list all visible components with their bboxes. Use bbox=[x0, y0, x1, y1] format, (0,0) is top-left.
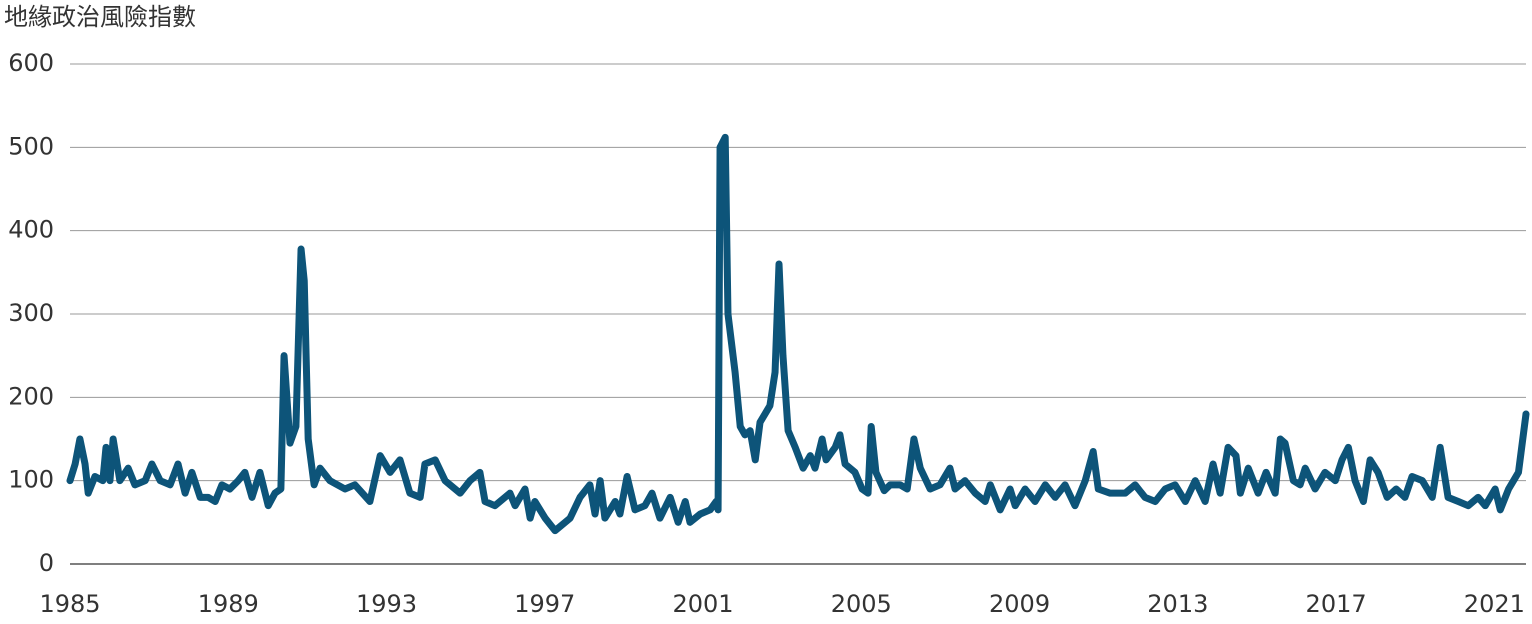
y-tick-label: 300 bbox=[8, 299, 54, 327]
x-tick-label: 2005 bbox=[831, 590, 892, 618]
y-tick-label: 500 bbox=[8, 132, 54, 160]
x-tick-label: 2001 bbox=[673, 590, 734, 618]
chart-title: 地緣政治風險指數 bbox=[4, 3, 196, 31]
x-tick-label: 1993 bbox=[356, 590, 417, 618]
x-tick-label: 1989 bbox=[198, 590, 259, 618]
y-tick-label: 200 bbox=[8, 382, 54, 410]
y-tick-label: 100 bbox=[8, 466, 54, 494]
x-tick-label: 1985 bbox=[39, 590, 100, 618]
data-line bbox=[66, 133, 1530, 535]
x-tick-label: 2009 bbox=[989, 590, 1050, 618]
x-tick-label: 2021 bbox=[1464, 590, 1525, 618]
y-tick-label: 400 bbox=[8, 216, 54, 244]
x-tick-label: 2013 bbox=[1147, 590, 1208, 618]
y-tick-label: 0 bbox=[39, 549, 54, 577]
x-tick-label: 1997 bbox=[514, 590, 575, 618]
x-tick-label: 2017 bbox=[1306, 590, 1367, 618]
y-tick-label: 600 bbox=[8, 49, 54, 77]
